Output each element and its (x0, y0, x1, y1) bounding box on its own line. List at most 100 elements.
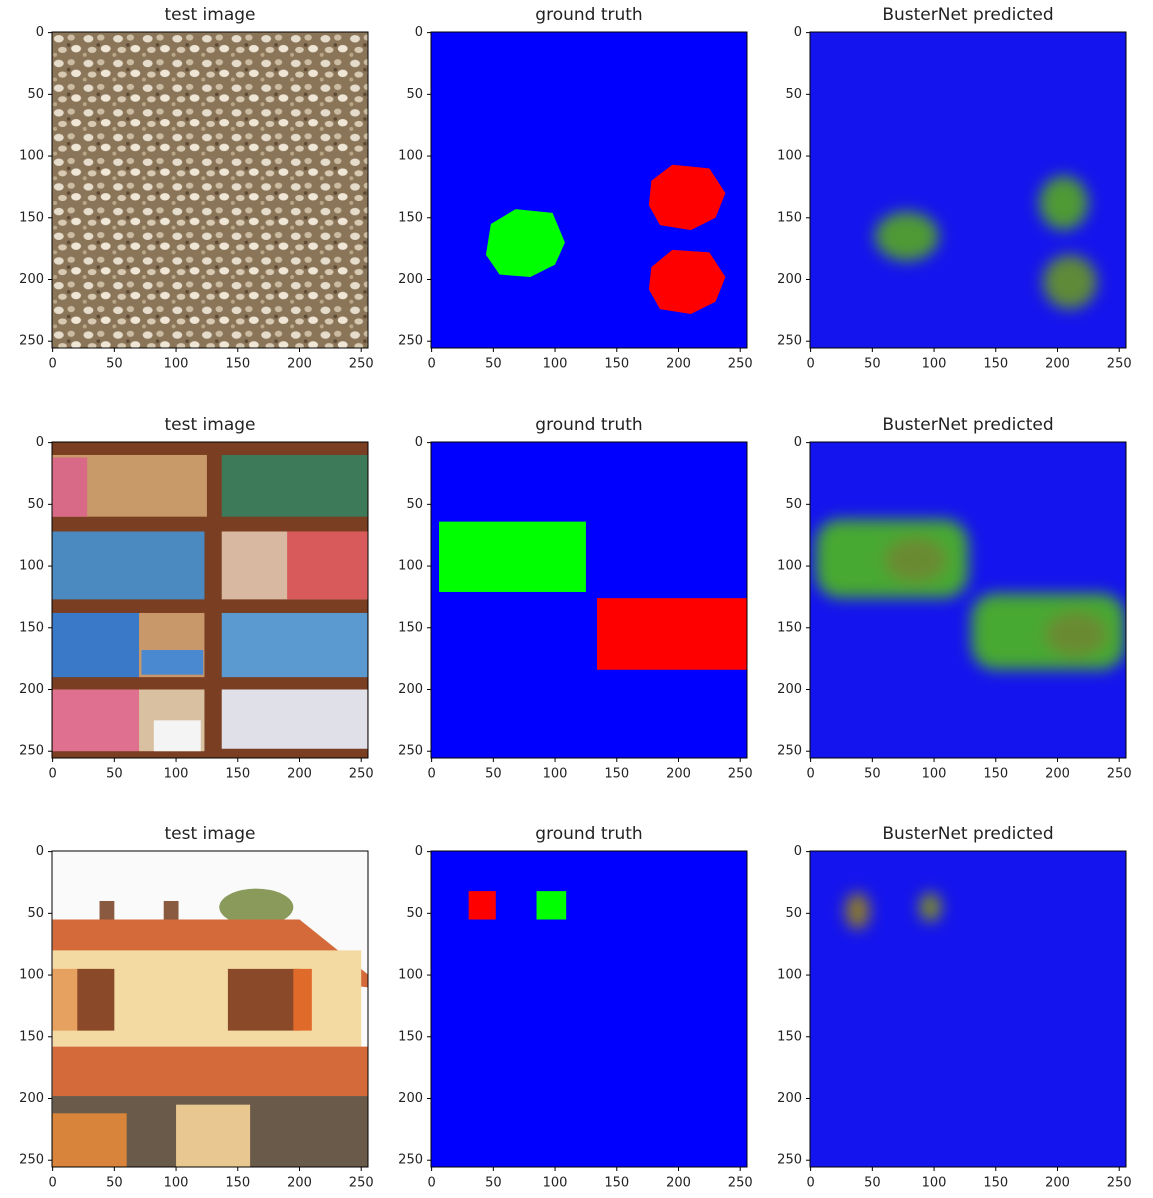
y-tick-label: 150 (19, 210, 44, 225)
y-tick-label: 250 (398, 744, 423, 759)
panel-title: BusterNet predicted (882, 415, 1053, 435)
y-tick-label: 200 (777, 1091, 802, 1106)
x-tick-label: 150 (983, 767, 1008, 782)
y-tick-label: 150 (19, 1029, 44, 1044)
x-tick-label: 250 (349, 1176, 374, 1191)
test-image-gravel (52, 32, 368, 348)
ground-truth-mask (431, 851, 747, 1167)
x-tick-label: 0 (806, 357, 814, 372)
y-tick-label: 50 (27, 497, 44, 512)
test-image-bookshelf (52, 442, 368, 758)
x-tick-label: 50 (106, 767, 123, 782)
y-tick-label: 200 (777, 682, 802, 697)
x-tick-label: 150 (604, 357, 629, 372)
y-tick-label: 150 (398, 1029, 423, 1044)
x-tick-label: 0 (427, 767, 435, 782)
x-tick-label: 150 (983, 357, 1008, 372)
x-tick-label: 100 (922, 767, 947, 782)
x-tick-label: 0 (48, 767, 56, 782)
x-tick-label: 100 (543, 767, 568, 782)
y-tick-label: 0 (415, 25, 423, 40)
y-tick-label: 100 (777, 149, 802, 164)
panel-title: ground truth (535, 824, 642, 844)
y-tick-label: 250 (777, 334, 802, 349)
x-tick-label: 50 (864, 1176, 881, 1191)
predicted-mask (810, 851, 1126, 1167)
x-tick-label: 50 (864, 767, 881, 782)
y-tick-label: 0 (36, 844, 44, 859)
x-tick-label: 150 (225, 767, 250, 782)
y-tick-label: 150 (777, 1029, 802, 1044)
y-tick-label: 50 (406, 497, 423, 512)
y-tick-label: 200 (398, 682, 423, 697)
figure: test image 0 50 100 150 200 250 0 50 100 150 200 250… (0, 0, 1153, 1198)
x-tick-label: 0 (48, 1176, 56, 1191)
y-tick-label: 100 (398, 559, 423, 574)
x-tick-label: 100 (543, 357, 568, 372)
x-tick-label: 50 (485, 357, 502, 372)
x-tick-label: 150 (604, 767, 629, 782)
x-tick-label: 100 (164, 1176, 189, 1191)
y-tick-label: 0 (794, 435, 802, 450)
y-tick-label: 50 (27, 906, 44, 921)
x-tick-label: 200 (1045, 357, 1070, 372)
x-tick-label: 250 (1107, 767, 1132, 782)
x-tick-label: 150 (983, 1176, 1008, 1191)
y-tick-label: 100 (398, 968, 423, 983)
x-tick-label: 100 (164, 767, 189, 782)
y-tick-label: 100 (19, 149, 44, 164)
panel-title: test image (164, 415, 255, 435)
y-tick-label: 150 (398, 210, 423, 225)
panel-title: ground truth (535, 5, 642, 25)
y-tick-label: 200 (398, 1091, 423, 1106)
y-tick-label: 100 (19, 559, 44, 574)
x-tick-label: 150 (225, 357, 250, 372)
predicted-mask (810, 442, 1126, 758)
y-tick-label: 200 (19, 682, 44, 697)
x-tick-label: 200 (666, 357, 691, 372)
panel-title: ground truth (535, 415, 642, 435)
y-tick-label: 50 (406, 906, 423, 921)
y-tick-label: 100 (19, 968, 44, 983)
y-tick-label: 0 (794, 844, 802, 859)
y-tick-label: 250 (19, 334, 44, 349)
y-tick-label: 50 (785, 497, 802, 512)
y-tick-label: 0 (415, 435, 423, 450)
x-tick-label: 100 (922, 357, 947, 372)
x-tick-label: 250 (728, 357, 753, 372)
predicted-mask (810, 32, 1126, 348)
ground-truth-mask (431, 32, 747, 348)
x-tick-label: 0 (427, 357, 435, 372)
y-tick-label: 150 (777, 620, 802, 635)
panel-title: BusterNet predicted (882, 824, 1053, 844)
x-tick-label: 250 (1107, 1176, 1132, 1191)
y-tick-label: 150 (19, 620, 44, 635)
x-tick-label: 50 (485, 767, 502, 782)
x-tick-label: 200 (287, 767, 312, 782)
x-tick-label: 150 (225, 1176, 250, 1191)
x-tick-label: 250 (728, 767, 753, 782)
y-tick-label: 100 (398, 149, 423, 164)
x-tick-label: 200 (287, 1176, 312, 1191)
x-tick-label: 100 (543, 1176, 568, 1191)
y-tick-label: 50 (27, 87, 44, 102)
y-tick-label: 250 (19, 1153, 44, 1168)
y-tick-label: 50 (406, 87, 423, 102)
x-tick-label: 50 (485, 1176, 502, 1191)
y-tick-label: 50 (785, 87, 802, 102)
y-tick-label: 250 (777, 1153, 802, 1168)
x-tick-label: 250 (349, 357, 374, 372)
y-tick-label: 200 (777, 272, 802, 287)
page: test image 0 50 100 150 200 250 0 50 100 150 200 250… (0, 0, 1153, 1198)
y-tick-label: 250 (777, 744, 802, 759)
y-tick-label: 250 (398, 334, 423, 349)
x-tick-label: 200 (287, 357, 312, 372)
ground-truth-mask (431, 442, 748, 758)
y-tick-label: 100 (777, 968, 802, 983)
x-tick-label: 250 (349, 767, 374, 782)
panel-title: BusterNet predicted (882, 5, 1053, 25)
x-tick-label: 0 (48, 357, 56, 372)
x-tick-label: 50 (106, 357, 123, 372)
test-image-house (52, 851, 369, 1168)
x-tick-label: 200 (666, 1176, 691, 1191)
